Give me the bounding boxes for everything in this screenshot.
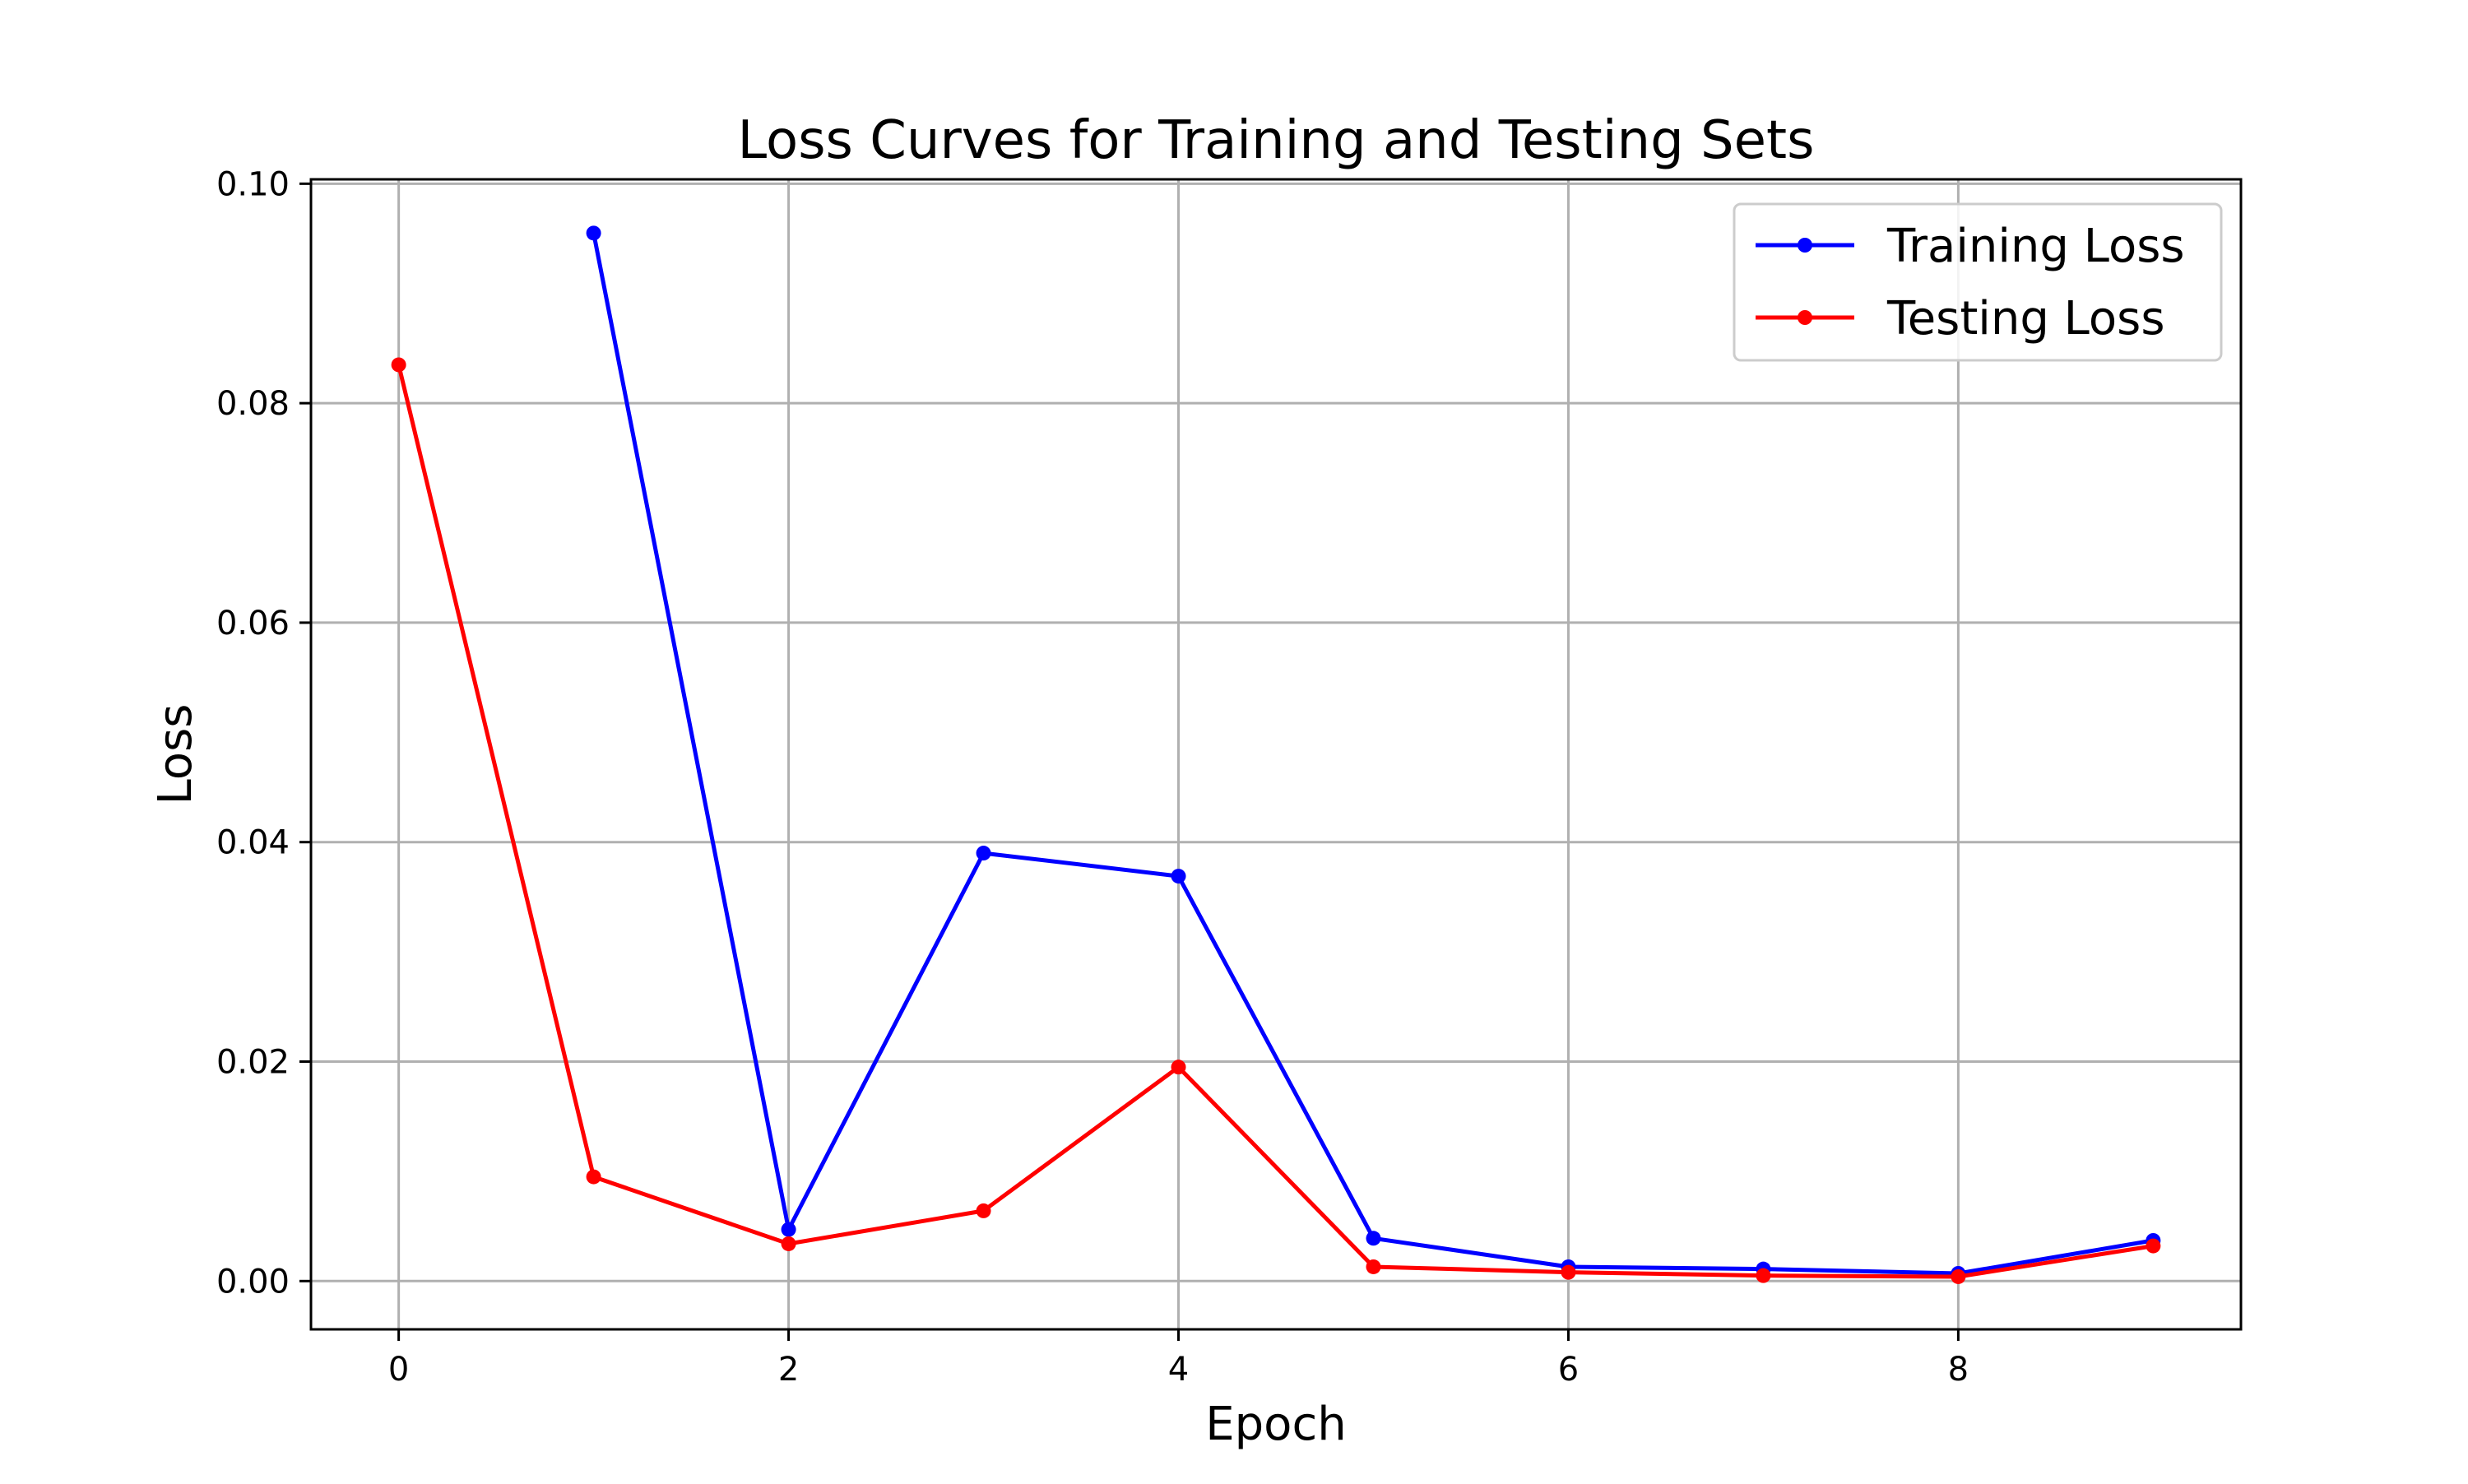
data-point	[976, 1203, 991, 1218]
chart-title: Loss Curves for Training and Testing Set…	[738, 110, 1815, 171]
data-point	[1561, 1264, 1576, 1280]
legend-entry: Testing Loss	[1756, 292, 2165, 345]
x-tick-label: 6	[1558, 1351, 1579, 1389]
y-tick-label: 0.02	[216, 1044, 290, 1082]
legend: Training Loss Testing Loss	[1733, 202, 2223, 362]
plot-frame	[309, 178, 2243, 1331]
legend-entry: Training Loss	[1756, 220, 2185, 273]
data-point	[1756, 1268, 1771, 1283]
data-point	[1171, 1060, 1186, 1075]
y-tick-label: 0.10	[216, 165, 290, 203]
data-point	[1951, 1268, 1966, 1284]
data-point	[391, 357, 406, 373]
data-point	[586, 1169, 601, 1185]
data-point	[781, 1236, 796, 1251]
legend-marker	[1798, 310, 1812, 325]
series-layer	[391, 225, 2161, 1284]
series-line	[397, 364, 2154, 1279]
legend-label: Training Loss	[1886, 220, 2185, 273]
x-tick-label: 4	[1168, 1351, 1189, 1389]
x-tick-label: 2	[778, 1351, 799, 1389]
legend-label: Testing Loss	[1886, 292, 2165, 345]
data-point	[1171, 869, 1186, 884]
data-point	[1366, 1259, 1381, 1274]
legend-marker	[1798, 238, 1812, 253]
series-testing-loss	[391, 357, 2161, 1284]
y-tick-label: 0.08	[216, 385, 290, 423]
y-tick-label: 0.04	[216, 824, 290, 862]
y-tick-label: 0.06	[216, 605, 290, 642]
y-axis-label: Loss	[149, 704, 202, 805]
legend-box	[1733, 202, 2223, 362]
x-axis-label: Epoch	[1205, 1398, 1346, 1451]
axis-ticks: 0 2 4 6 8 0.00 0.02 0.04 0.06 0.08 0.10	[216, 165, 1969, 1389]
data-point	[1366, 1231, 1381, 1246]
x-tick-label: 8	[1948, 1351, 1969, 1389]
y-tick-label: 0.00	[216, 1263, 290, 1301]
data-point	[2146, 1238, 2161, 1254]
data-point	[781, 1222, 796, 1237]
x-tick-label: 0	[388, 1351, 409, 1389]
data-point	[586, 225, 601, 241]
grid-lines	[311, 179, 2241, 1329]
data-point	[976, 846, 991, 861]
